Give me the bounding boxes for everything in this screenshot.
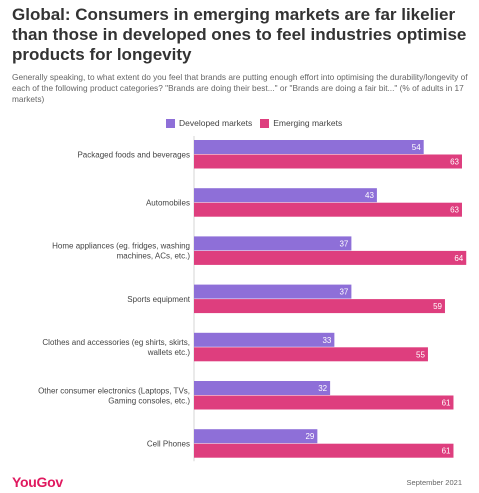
bar-emerging — [194, 154, 462, 169]
category-label: Packaged foods and beverages — [77, 150, 190, 159]
legend-item-emerging: Emerging markets — [260, 118, 342, 128]
category-label-line: Cell Phones — [147, 439, 190, 448]
data-label-emerging: 64 — [454, 254, 463, 263]
category-label: Cell Phones — [147, 439, 190, 448]
category-label: Automobiles — [146, 198, 190, 207]
data-label-emerging: 55 — [416, 350, 425, 359]
category-label-line: Other consumer electronics (Laptops, TVs… — [38, 386, 190, 395]
category-label-line: Home appliances (eg. fridges, washing — [52, 242, 190, 251]
category-label-line: Sports equipment — [127, 295, 190, 304]
bar-developed — [194, 381, 331, 395]
category-label-line: Automobiles — [146, 198, 190, 207]
data-label-emerging: 61 — [442, 399, 451, 408]
legend-swatch-emerging — [260, 118, 270, 128]
data-label-emerging: 63 — [450, 158, 459, 167]
data-label-developed: 29 — [305, 432, 314, 441]
bar-developed — [194, 140, 424, 154]
category-label: Clothes and accessories (eg shirts, skir… — [42, 338, 190, 357]
bar-developed — [194, 429, 318, 444]
category-label-line: Gaming consoles, etc.) — [108, 396, 190, 405]
legend-swatch-developed — [166, 118, 175, 128]
data-label-developed: 54 — [412, 143, 421, 152]
bar-emerging — [194, 395, 454, 410]
category-label: Sports equipment — [127, 295, 190, 304]
category-label: Other consumer electronics (Laptops, TVs… — [38, 386, 190, 405]
category-label-line: Clothes and accessories (eg shirts, skir… — [42, 338, 190, 347]
data-label-emerging: 59 — [433, 302, 442, 311]
category-label: Home appliances (eg. fridges, washing mac… — [52, 242, 190, 261]
data-label-emerging: 63 — [450, 206, 459, 215]
data-label-developed: 32 — [318, 384, 327, 393]
bar-developed — [194, 188, 377, 203]
bar-developed — [194, 332, 335, 347]
legend-item-developed: Developed markets — [166, 118, 252, 128]
bar-emerging — [194, 443, 454, 458]
bar-developed — [194, 236, 352, 251]
legend: Developed markets Emerging markets — [166, 117, 350, 129]
data-label-emerging: 61 — [442, 447, 451, 456]
legend-label-emerging: Emerging markets — [273, 118, 343, 128]
yougov-logo: YouGov — [12, 474, 63, 490]
bar-emerging — [194, 299, 445, 314]
bar-emerging — [194, 250, 467, 265]
publication-date: September 2021 — [406, 478, 462, 487]
bar-emerging — [194, 347, 428, 362]
chart-title: Global: Consumers in emerging markets ar… — [12, 5, 467, 64]
bar-emerging — [194, 202, 462, 217]
data-label-developed: 37 — [339, 239, 348, 248]
data-label-developed: 43 — [365, 191, 374, 200]
data-label-developed: 37 — [339, 288, 348, 297]
legend-label-developed: Developed markets — [179, 118, 253, 128]
chart-subtitle: Generally speaking, to what extent do yo… — [12, 72, 468, 104]
category-label-line: machines, ACs, etc.) — [117, 252, 191, 261]
category-label-line: Packaged foods and beverages — [77, 150, 190, 159]
bar-developed — [194, 284, 352, 299]
category-label-line: wallets etc.) — [147, 348, 191, 357]
data-label-developed: 33 — [322, 336, 331, 345]
